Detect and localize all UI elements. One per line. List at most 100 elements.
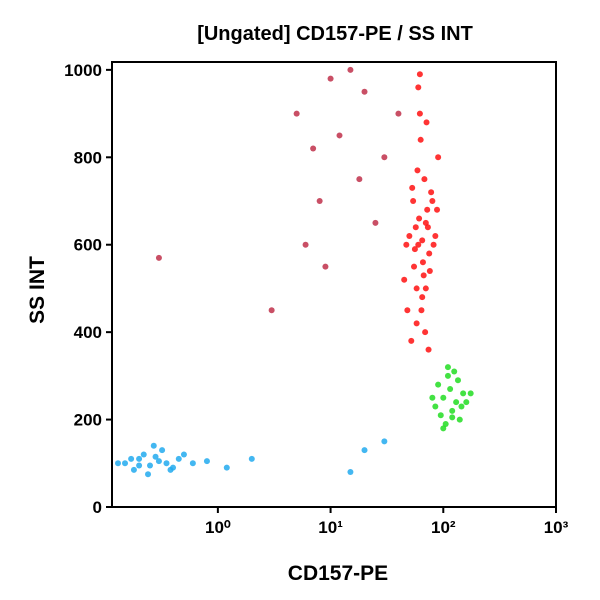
data-point	[336, 132, 343, 139]
data-point	[414, 167, 421, 174]
data-point	[347, 66, 354, 73]
data-point	[381, 154, 388, 161]
data-point	[361, 88, 368, 95]
data-point	[418, 307, 425, 314]
plot-points	[115, 66, 474, 478]
data-point	[403, 241, 410, 248]
data-point	[426, 267, 433, 274]
data-point	[248, 455, 255, 462]
data-point	[416, 110, 423, 117]
data-point	[422, 285, 429, 292]
data-point	[411, 263, 418, 270]
data-point	[467, 390, 474, 397]
data-point	[268, 307, 275, 314]
data-point	[429, 394, 436, 401]
data-point	[424, 224, 431, 231]
data-point	[409, 184, 416, 191]
data-point	[412, 224, 419, 231]
data-point	[440, 425, 447, 432]
data-point	[136, 462, 143, 469]
data-point	[444, 364, 451, 371]
data-point	[223, 464, 230, 471]
data-point	[426, 250, 433, 257]
data-point	[411, 246, 418, 253]
y-tick-label: 1000	[64, 61, 102, 80]
data-point	[128, 455, 135, 462]
data-point	[424, 206, 431, 213]
data-point	[463, 399, 470, 406]
plot-frame	[111, 61, 557, 508]
data-point	[419, 259, 426, 266]
data-point	[189, 460, 196, 467]
data-point	[347, 469, 354, 476]
data-point	[458, 403, 465, 410]
data-point	[428, 189, 435, 196]
data-point	[410, 198, 417, 205]
y-tick-label: 800	[74, 148, 102, 167]
data-point	[444, 372, 451, 379]
data-point	[435, 381, 442, 388]
data-point	[413, 320, 420, 327]
data-point	[136, 455, 143, 462]
data-point	[460, 390, 467, 397]
data-point	[456, 416, 463, 423]
data-point	[419, 237, 426, 244]
data-point	[432, 403, 439, 410]
x-axis-label: CD157-PE	[288, 562, 388, 585]
data-point	[430, 241, 437, 248]
data-point	[415, 241, 422, 248]
data-point	[130, 466, 137, 473]
data-point	[453, 399, 460, 406]
chart-title: [Ungated] CD157-PE / SS INT	[197, 23, 473, 45]
y-tick-label: 400	[74, 323, 102, 342]
data-point	[421, 176, 428, 183]
data-point	[449, 407, 456, 414]
data-point	[167, 466, 174, 473]
data-point	[302, 241, 309, 248]
data-point	[401, 276, 408, 283]
data-point	[155, 254, 162, 261]
data-point	[437, 412, 444, 419]
data-point	[381, 438, 388, 445]
data-point	[327, 75, 334, 82]
data-point	[434, 206, 441, 213]
x-tick-label: 10¹	[318, 518, 343, 537]
data-point	[416, 71, 423, 78]
data-point	[395, 110, 402, 117]
data-point	[310, 145, 317, 152]
data-point	[406, 232, 413, 239]
y-tick-label: 600	[74, 236, 102, 255]
data-point	[413, 285, 420, 292]
data-point	[440, 394, 447, 401]
data-point	[420, 272, 427, 279]
data-point	[372, 219, 379, 226]
x-tick-label: 10³	[544, 518, 569, 537]
data-point	[422, 329, 429, 336]
data-point	[140, 451, 147, 458]
data-point	[408, 337, 415, 344]
data-point	[429, 198, 436, 205]
data-point	[203, 458, 210, 465]
data-point	[155, 458, 162, 465]
data-point	[415, 84, 422, 91]
data-point	[425, 346, 432, 353]
data-point	[423, 119, 430, 126]
data-point	[322, 263, 329, 270]
data-point	[180, 451, 187, 458]
data-point	[147, 462, 154, 469]
data-point	[451, 368, 458, 375]
data-point	[449, 414, 456, 421]
data-point	[417, 136, 424, 143]
data-point	[122, 460, 129, 467]
y-axis-label: SS INT	[26, 256, 49, 324]
data-point	[159, 447, 166, 454]
data-point	[432, 232, 439, 239]
data-point	[150, 442, 157, 449]
data-point	[361, 447, 368, 454]
data-point	[163, 460, 170, 467]
data-point	[447, 385, 454, 392]
data-point	[316, 198, 323, 205]
y-tick-label: 0	[93, 498, 102, 517]
x-tick-label: 10²	[431, 518, 456, 537]
